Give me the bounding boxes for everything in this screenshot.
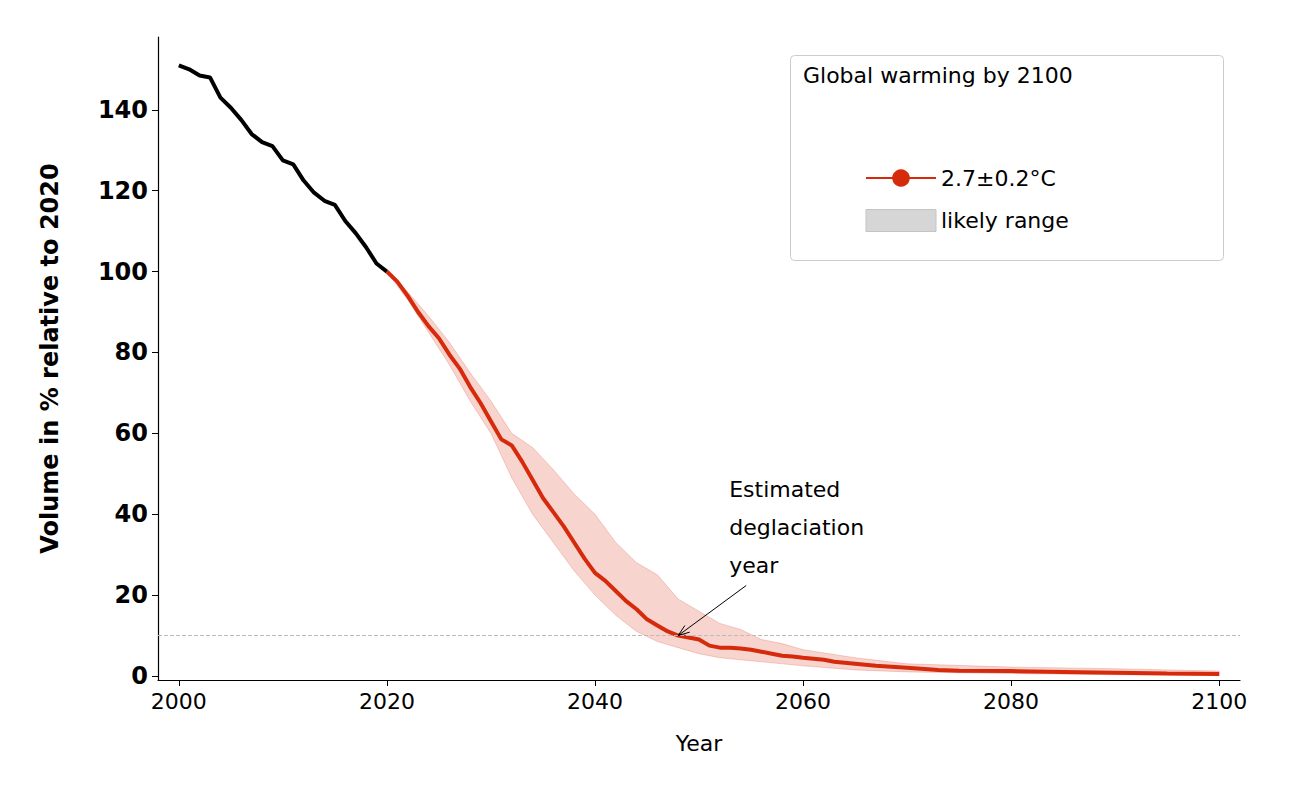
svg-text:20: 20: [115, 581, 148, 609]
svg-text:0: 0: [131, 662, 148, 690]
svg-text:80: 80: [115, 338, 148, 366]
svg-text:140: 140: [98, 96, 148, 124]
svg-text:2100: 2100: [1191, 689, 1247, 714]
svg-text:100: 100: [98, 258, 148, 286]
svg-text:2000: 2000: [151, 689, 207, 714]
svg-text:Year: Year: [675, 731, 724, 756]
svg-text:40: 40: [115, 500, 148, 528]
svg-text:Global warming by 2100: Global warming by 2100: [803, 63, 1073, 88]
svg-text:120: 120: [98, 177, 148, 205]
svg-text:2040: 2040: [567, 689, 623, 714]
svg-text:year: year: [729, 553, 779, 578]
svg-text:60: 60: [115, 419, 148, 447]
svg-text:Volume in % relative to 2020: Volume in % relative to 2020: [36, 163, 64, 553]
svg-text:2.7±0.2°C: 2.7±0.2°C: [941, 166, 1056, 191]
svg-text:2080: 2080: [983, 689, 1039, 714]
svg-text:Estimated: Estimated: [729, 477, 840, 502]
svg-text:deglaciation: deglaciation: [729, 515, 864, 540]
svg-text:2020: 2020: [359, 689, 415, 714]
svg-text:likely range: likely range: [941, 208, 1069, 233]
svg-text:2060: 2060: [775, 689, 831, 714]
